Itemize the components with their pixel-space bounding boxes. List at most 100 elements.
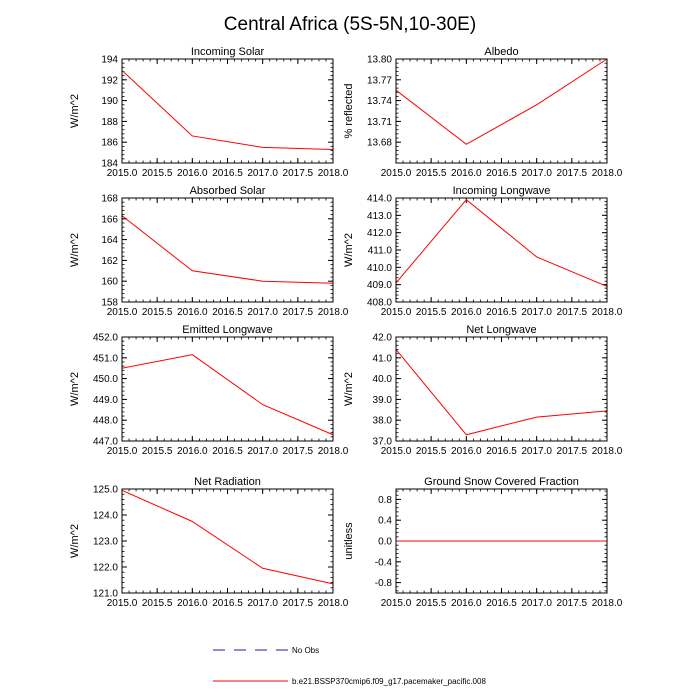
y-tick-label: -0.8	[375, 578, 393, 589]
series-line	[395, 199, 608, 287]
panel-title: Incoming Longwave	[453, 185, 551, 197]
x-tick-label: 2017.0	[247, 446, 278, 457]
y-tick-label: 184	[101, 159, 118, 170]
y-tick-label: 160	[101, 277, 118, 288]
y-tick-label: 447.0	[93, 437, 118, 448]
x-tick-label: 2016.0	[451, 168, 482, 179]
x-tick-label: 2018.0	[592, 168, 623, 179]
panels-group: Incoming Solar W/m^2 2015.0 2015.5 2016.0 201…	[69, 46, 623, 609]
plot-frame	[121, 488, 334, 594]
y-axis-label: W/m^2	[69, 372, 81, 406]
y-tick-label: 121.0	[93, 589, 118, 600]
panel-title: Emitted Longwave	[182, 324, 273, 336]
x-tick-label: 2016.0	[177, 446, 208, 457]
x-tick-label: 2016.5	[486, 598, 517, 609]
y-axis-label: % reflected	[343, 83, 355, 138]
panel: Emitted Longwave W/m^2 2015.0 2015.5 2016.0 2…	[69, 324, 349, 457]
panel: Ground Snow Covered Fraction unitless 2015…	[343, 476, 623, 609]
y-axis-label: W/m^2	[343, 233, 355, 267]
series-line	[121, 70, 334, 150]
panel: Net Radiation W/m^2 2015.0 2015.5 2016.0 2016…	[69, 476, 349, 609]
legend: No Obs b.e21.BSSP370cmip6.f09_g17.pacema…	[213, 646, 486, 686]
panel-title: Absorbed Solar	[190, 185, 266, 197]
y-tick-label: 190	[101, 96, 118, 107]
plot-frame	[395, 488, 608, 594]
legend-obs-label: No Obs	[292, 646, 319, 655]
y-axis-label: W/m^2	[69, 94, 81, 128]
y-tick-label: 158	[101, 298, 118, 309]
y-tick-label: 13.80	[367, 55, 392, 66]
y-tick-label: 410.0	[367, 263, 392, 274]
x-tick-label: 2017.0	[247, 168, 278, 179]
x-tick-label: 2017.0	[247, 598, 278, 609]
x-tick-label: 2018.0	[318, 307, 349, 318]
y-tick-label: 194	[101, 55, 118, 66]
y-tick-label: 449.0	[93, 395, 118, 406]
y-tick-label: 413.0	[367, 211, 392, 222]
series-line	[121, 489, 334, 585]
x-tick-label: 2018.0	[592, 598, 623, 609]
x-tick-label: 2015.5	[416, 446, 447, 457]
y-tick-label: 13.77	[367, 75, 392, 86]
x-tick-label: 2017.0	[247, 307, 278, 318]
x-tick-label: 2017.5	[283, 446, 314, 457]
y-tick-label: 41.0	[373, 353, 393, 364]
plot-frame	[395, 58, 608, 164]
y-tick-label: 186	[101, 138, 118, 149]
y-tick-label: 166	[101, 214, 118, 225]
y-tick-label: 450.0	[93, 374, 118, 385]
x-tick-label: 2015.0	[107, 446, 138, 457]
y-tick-label: 162	[101, 256, 118, 267]
plot-frame	[121, 197, 334, 303]
x-tick-label: 2016.0	[451, 307, 482, 318]
plot-frame	[395, 336, 608, 442]
plot-frame	[395, 197, 608, 303]
y-tick-label: 0.8	[378, 495, 392, 506]
panel-title: Ground Snow Covered Fraction	[424, 476, 579, 488]
y-tick-label: 452.0	[93, 333, 118, 344]
x-tick-label: 2018.0	[592, 446, 623, 457]
y-tick-label: -0.4	[375, 557, 393, 568]
panel: Absorbed Solar W/m^2 2015.0 2015.5 2016.0 201…	[69, 185, 349, 318]
x-tick-label: 2015.0	[107, 307, 138, 318]
x-tick-label: 2017.5	[283, 307, 314, 318]
x-tick-label: 2015.0	[381, 307, 412, 318]
y-tick-label: 124.0	[93, 511, 118, 522]
x-tick-label: 2015.5	[416, 307, 447, 318]
figure-title: Central Africa (5S-5N,10-30E)	[224, 14, 476, 35]
y-tick-label: 188	[101, 117, 118, 128]
panel-title: Net Longwave	[466, 324, 536, 336]
x-tick-label: 2017.5	[283, 168, 314, 179]
x-tick-label: 2015.5	[142, 446, 173, 457]
x-tick-label: 2015.0	[381, 446, 412, 457]
panel: Incoming Solar W/m^2 2015.0 2015.5 2016.0 201…	[69, 46, 349, 179]
x-tick-label: 2015.5	[416, 598, 447, 609]
x-tick-label: 2017.5	[557, 446, 588, 457]
x-tick-label: 2015.0	[381, 598, 412, 609]
x-tick-label: 2018.0	[592, 307, 623, 318]
x-tick-label: 2017.5	[557, 168, 588, 179]
y-tick-label: 38.0	[373, 416, 393, 427]
y-tick-label: 40.0	[373, 374, 393, 385]
y-tick-label: 42.0	[373, 333, 393, 344]
x-tick-label: 2017.5	[557, 307, 588, 318]
y-tick-label: 37.0	[373, 437, 393, 448]
x-tick-label: 2016.5	[486, 307, 517, 318]
x-tick-label: 2016.5	[212, 598, 243, 609]
x-tick-label: 2016.5	[486, 168, 517, 179]
y-tick-label: 411.0	[368, 246, 393, 257]
y-axis-label: W/m^2	[343, 372, 355, 406]
panel: Incoming Longwave W/m^2 2015.0 2015.5 2016.0…	[343, 185, 623, 318]
x-tick-label: 2016.0	[177, 168, 208, 179]
x-tick-label: 2018.0	[318, 446, 349, 457]
y-axis-label: unitless	[343, 522, 355, 560]
y-tick-label: 192	[101, 75, 118, 86]
x-tick-label: 2017.0	[521, 307, 552, 318]
y-tick-label: 168	[101, 194, 118, 205]
y-axis-label: W/m^2	[69, 524, 81, 558]
panel-title: Albedo	[484, 46, 518, 58]
x-tick-label: 2016.5	[212, 168, 243, 179]
x-tick-label: 2016.5	[212, 446, 243, 457]
panel: Net Longwave W/m^2 2015.0 2015.5 2016.0 2016.…	[343, 324, 623, 457]
